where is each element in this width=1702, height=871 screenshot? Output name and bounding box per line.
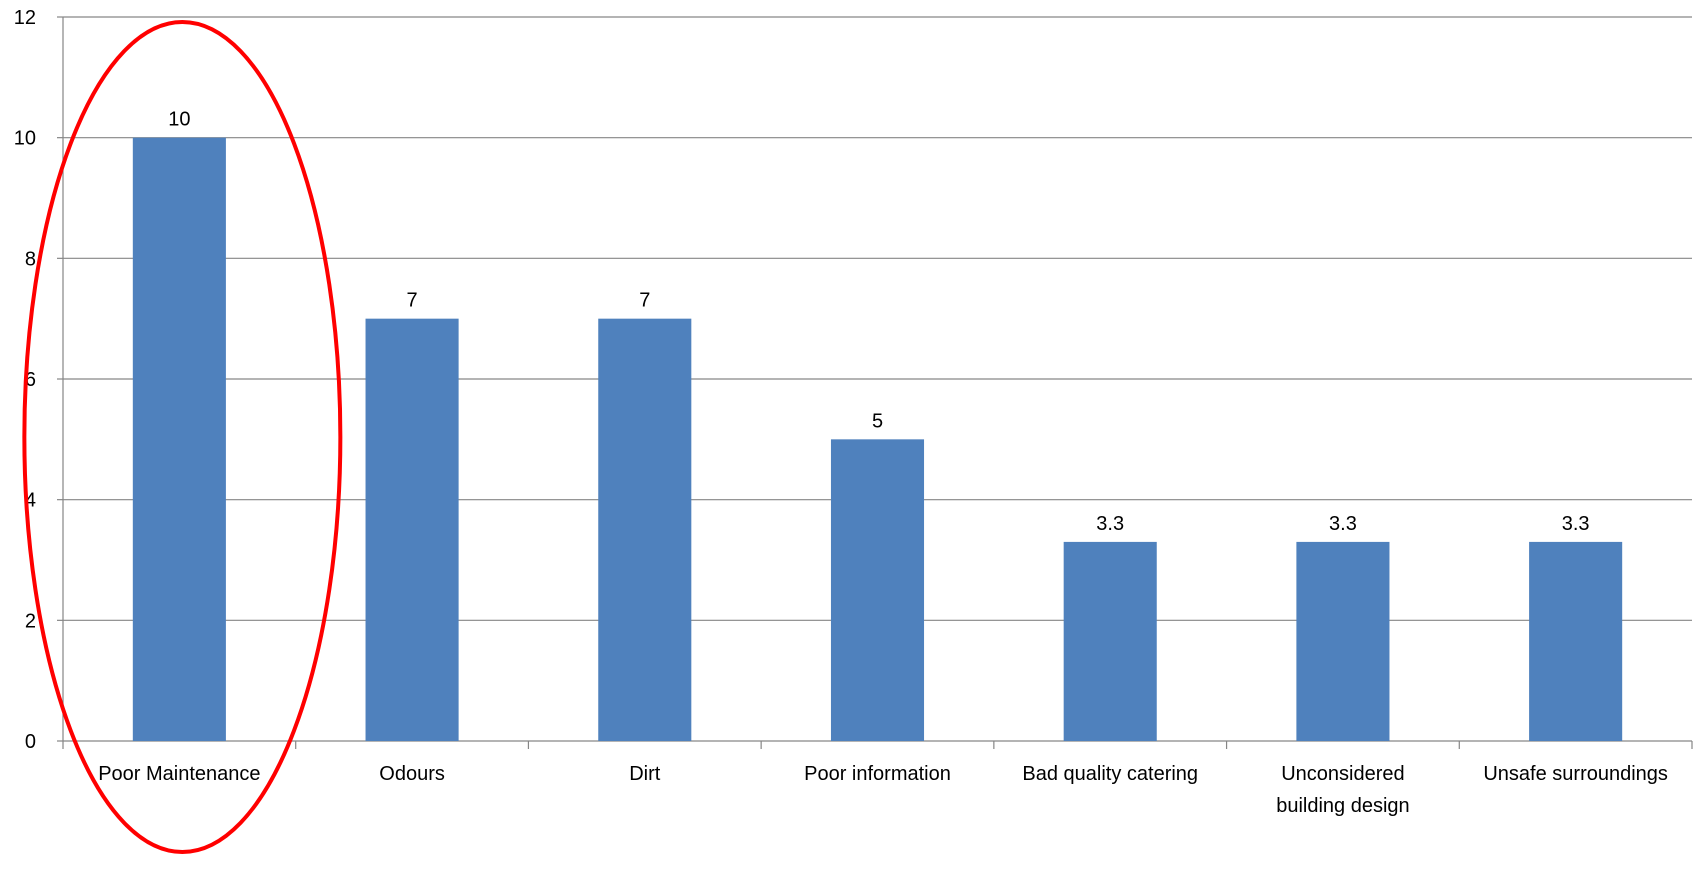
bar-value-label: 5 xyxy=(872,410,883,432)
y-tick-label: 12 xyxy=(14,7,36,29)
x-axis-category-labels: Poor Maintenance Odours Dirt Poor informati… xyxy=(98,763,1668,817)
category-label: Poor information xyxy=(804,763,951,785)
highlight-ellipse xyxy=(22,20,343,854)
highlight-annotation xyxy=(22,20,343,854)
category-label: building design xyxy=(1276,795,1409,817)
bar xyxy=(830,439,925,741)
bar-value-label: 3.3 xyxy=(1562,513,1590,535)
bar xyxy=(1296,541,1390,741)
data-labels: 10 7 7 5 3.3 3.3 3.3 xyxy=(168,109,1589,535)
bar-value-label: 7 xyxy=(407,290,418,312)
y-tick-label: 10 xyxy=(14,128,36,150)
category-label: Unsafe surroundings xyxy=(1483,763,1668,785)
category-label: Unconsidered xyxy=(1281,763,1404,785)
category-label: Dirt xyxy=(629,763,661,785)
bar-value-label: 3.3 xyxy=(1329,513,1357,535)
bar xyxy=(1063,541,1157,741)
y-tick-label: 8 xyxy=(25,248,36,270)
bar xyxy=(1529,541,1623,741)
category-label: Bad quality catering xyxy=(1022,763,1198,785)
y-axis-tick-labels: 0 2 4 6 8 10 12 xyxy=(14,7,36,753)
bar xyxy=(132,137,226,741)
y-tick-label: 2 xyxy=(25,610,36,632)
bar-value-label: 7 xyxy=(639,290,650,312)
bars xyxy=(132,137,1623,741)
y-tick-label: 6 xyxy=(25,369,36,391)
category-label: Poor Maintenance xyxy=(98,763,260,785)
gridlines xyxy=(63,16,1692,621)
bar xyxy=(598,318,692,741)
category-label: Odours xyxy=(379,763,445,785)
bar-value-label: 10 xyxy=(168,109,190,131)
y-tick-label: 0 xyxy=(25,731,36,753)
bar-value-label: 3.3 xyxy=(1096,513,1124,535)
y-tick-label: 4 xyxy=(25,490,36,512)
bar xyxy=(365,318,459,741)
